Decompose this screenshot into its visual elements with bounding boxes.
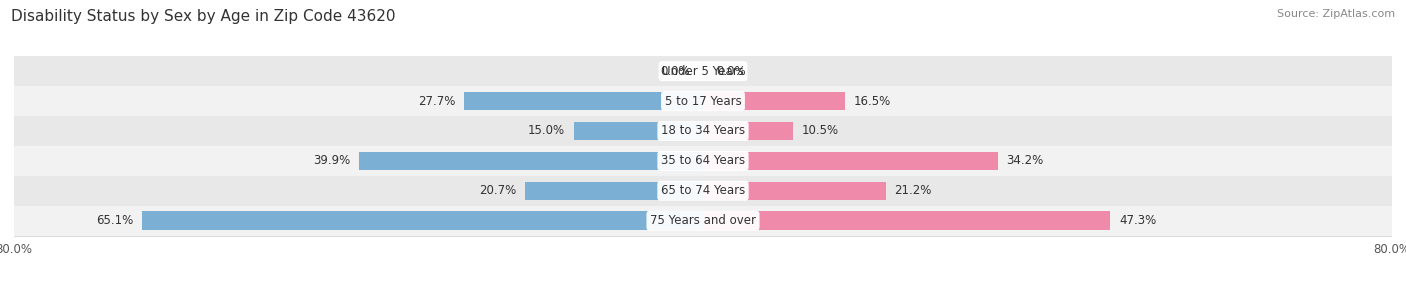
Text: 10.5%: 10.5% — [801, 124, 839, 137]
Text: 5 to 17 Years: 5 to 17 Years — [665, 95, 741, 108]
Bar — [703, 152, 997, 170]
Text: Disability Status by Sex by Age in Zip Code 43620: Disability Status by Sex by Age in Zip C… — [11, 9, 395, 24]
Bar — [524, 181, 703, 200]
Bar — [14, 176, 1392, 206]
Text: 20.7%: 20.7% — [479, 184, 516, 197]
Text: 47.3%: 47.3% — [1119, 214, 1156, 227]
Bar — [703, 122, 793, 140]
Text: 0.0%: 0.0% — [661, 65, 690, 78]
Bar — [574, 122, 703, 140]
Text: 27.7%: 27.7% — [419, 95, 456, 108]
Bar — [14, 206, 1392, 236]
Bar — [14, 146, 1392, 176]
Text: Under 5 Years: Under 5 Years — [662, 65, 744, 78]
Text: 39.9%: 39.9% — [314, 154, 350, 168]
Bar — [14, 56, 1392, 86]
Text: 16.5%: 16.5% — [853, 95, 891, 108]
Bar — [14, 86, 1392, 116]
Text: 65.1%: 65.1% — [97, 214, 134, 227]
Text: 21.2%: 21.2% — [894, 184, 932, 197]
Text: 34.2%: 34.2% — [1007, 154, 1043, 168]
Bar — [703, 181, 886, 200]
Bar — [464, 92, 703, 110]
Bar — [703, 92, 845, 110]
Bar — [703, 211, 1111, 230]
Bar — [360, 152, 703, 170]
Text: 35 to 64 Years: 35 to 64 Years — [661, 154, 745, 168]
Text: 75 Years and over: 75 Years and over — [650, 214, 756, 227]
Bar — [14, 116, 1392, 146]
Text: 0.0%: 0.0% — [716, 65, 745, 78]
Text: Source: ZipAtlas.com: Source: ZipAtlas.com — [1277, 9, 1395, 19]
Bar — [142, 211, 703, 230]
Text: 18 to 34 Years: 18 to 34 Years — [661, 124, 745, 137]
Text: 65 to 74 Years: 65 to 74 Years — [661, 184, 745, 197]
Text: 15.0%: 15.0% — [529, 124, 565, 137]
